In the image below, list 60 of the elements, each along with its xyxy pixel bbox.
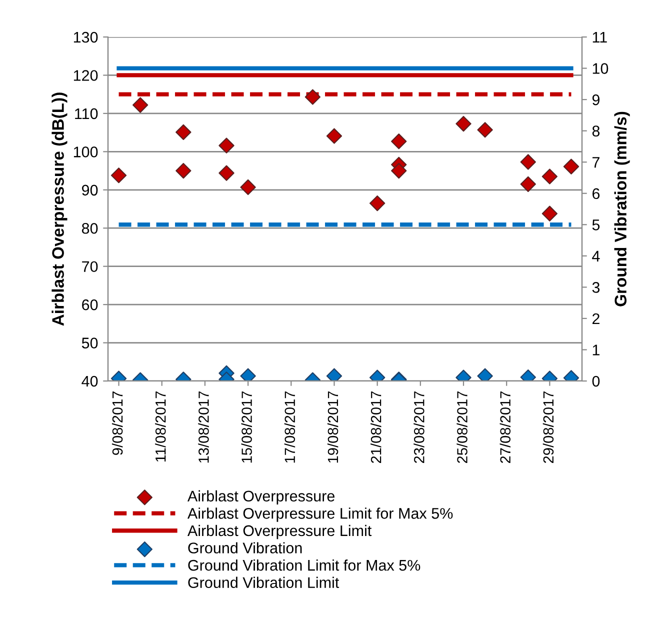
legend-label: Airblast Overpressure Limit for Max 5% [187, 508, 453, 522]
y2-tick-label: 7 [592, 157, 600, 168]
y-tick-label: 130 [74, 32, 98, 43]
y-tick-label: 110 [75, 108, 98, 120]
y-tick-label: 50 [82, 338, 98, 348]
point [176, 124, 192, 140]
point [369, 195, 386, 212]
x-tick-label: 25/08/2017 [456, 391, 468, 463]
y2-tick-label: 2 [592, 313, 600, 324]
y2-axis-title: Ground Vibration (mm/s) [614, 112, 630, 306]
point [240, 179, 256, 196]
y2-tick-label: 0 [592, 376, 600, 387]
x-tick-label: 11/08/2017 [155, 391, 166, 462]
point [563, 158, 580, 174]
x-tick-label: 9/08/2017 [112, 391, 123, 455]
y-tick-label: 100 [74, 146, 98, 158]
y2-tick-label: 9 [592, 94, 600, 106]
y2-tick-label: 1 [592, 344, 600, 356]
point [132, 97, 148, 113]
point [542, 168, 558, 184]
point [520, 176, 536, 192]
x-tick-label: 21/08/2017 [370, 391, 382, 463]
x-tick-label: 29/08/2017 [542, 391, 554, 463]
y2-tick-label: 6 [592, 188, 600, 200]
legend-label: Ground Vibration [188, 542, 302, 554]
y-tick-label: 40 [82, 376, 98, 387]
point [391, 134, 407, 150]
x-tick-label: 23/08/2017 [414, 391, 424, 463]
x-tick-label: 13/08/2017 [198, 391, 209, 463]
point [326, 128, 342, 144]
point [176, 162, 192, 179]
y2-tick-label: 3 [592, 282, 600, 293]
y2-tick-label: 8 [592, 126, 600, 137]
y-tick-label: 90 [82, 184, 98, 196]
point [456, 116, 472, 132]
y-tick-label: 70 [82, 261, 98, 272]
point [110, 168, 127, 184]
legend-label: Airblast Overpressure [187, 490, 334, 505]
point [218, 138, 234, 154]
y2-tick-label: 10 [592, 63, 608, 74]
y-tick-label: 60 [82, 299, 98, 310]
y2-tick-label: 5 [592, 220, 600, 230]
x-tick-label: 15/08/2017 [241, 391, 252, 463]
point [542, 206, 558, 222]
point [477, 122, 493, 138]
point [304, 89, 321, 105]
legend-label: Airblast Overpressure Limit [187, 524, 372, 540]
point [391, 162, 407, 179]
y-tick-label: 120 [74, 70, 98, 81]
x-tick-label: 27/08/2017 [500, 391, 511, 463]
y2-tick-label: 4 [592, 250, 600, 262]
point [218, 165, 234, 181]
legend-label: Ground Vibration Limit for Max 5% [188, 560, 420, 571]
y-axis-title: Airblast Overpressure (dB(L)) [52, 92, 68, 326]
point [520, 154, 536, 170]
y-tick-label: 80 [82, 222, 98, 234]
x-tick-label: 19/08/2017 [327, 391, 338, 463]
y2-tick-label: 11 [592, 32, 607, 43]
legend-label: Ground Vibration Limit [188, 576, 340, 588]
x-tick-label: 17/08/2017 [284, 391, 296, 463]
